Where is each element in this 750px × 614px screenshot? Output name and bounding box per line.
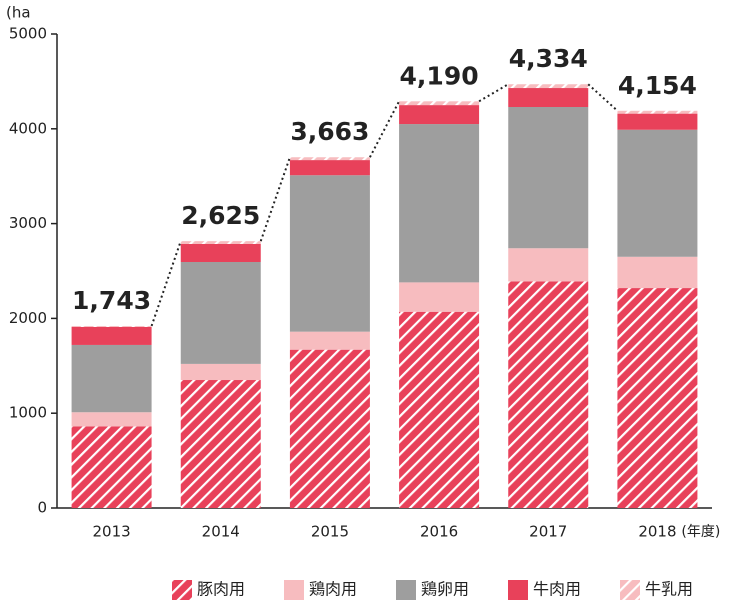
legend-swatch (284, 580, 304, 600)
total-label: 3,663 (290, 117, 369, 146)
y-tick-label: 4000 (9, 119, 47, 137)
bar-segment (71, 344, 152, 413)
connector (478, 83, 509, 103)
legend-label: 鶏卵用 (421, 580, 469, 599)
x-tick-label: 2015 (311, 523, 349, 541)
y-tick-label: 0 (37, 499, 47, 517)
y-tick-label: 1000 (9, 404, 47, 422)
bar-segment (399, 282, 480, 312)
bar-segment (289, 349, 370, 508)
bar-segment (617, 129, 698, 257)
legend-swatch (620, 580, 640, 600)
total-label: 4,154 (618, 71, 697, 100)
bar-segment (289, 331, 370, 350)
y-tick-label: 5000 (9, 25, 47, 43)
bar-segment (508, 248, 589, 282)
bar-segment (180, 243, 261, 262)
legend-swatch (508, 580, 528, 600)
bar-segment (180, 241, 261, 244)
total-label: 4,334 (509, 44, 588, 73)
bar-segment (399, 311, 480, 508)
bar-segment (617, 288, 698, 508)
bar-segment (71, 325, 152, 327)
x-tick-label: 2016 (420, 523, 458, 541)
bar-segment (508, 88, 589, 107)
y-unit: (ha (6, 4, 31, 22)
bar-segment (508, 84, 589, 89)
total-label: 4,190 (400, 61, 479, 90)
bar-segment (399, 101, 480, 106)
bar-segment (617, 113, 698, 130)
bar-segment (71, 326, 152, 345)
legend-swatch (396, 580, 416, 600)
connector (369, 100, 400, 158)
connector (150, 240, 182, 327)
bar-segment (289, 160, 370, 176)
bar-segment (617, 256, 698, 289)
x-tick-label: 2013 (92, 523, 130, 541)
x-tick-label: 2017 (529, 523, 567, 541)
bar-segment (289, 175, 370, 332)
bar-segment (289, 157, 370, 161)
bar-segment (508, 281, 589, 508)
bar-segment (71, 412, 152, 427)
legend-label: 牛乳用 (645, 580, 693, 599)
bar-segment (399, 124, 480, 283)
total-label: 2,625 (181, 201, 260, 230)
legend-label: 牛肉用 (533, 580, 581, 599)
legend-label: 豚肉用 (197, 580, 245, 599)
connector (587, 83, 619, 112)
legend-label: 鶏肉用 (309, 580, 357, 599)
bar-segment (180, 380, 261, 508)
bar-segment (508, 106, 589, 249)
bar-segment (71, 426, 152, 508)
x-tick-label: 2014 (202, 523, 240, 541)
y-tick-label: 3000 (9, 214, 47, 232)
y-tick-label: 2000 (9, 309, 47, 327)
x-tick-label: 2018 (638, 523, 676, 541)
bar-segment (180, 363, 261, 381)
bar-segment (617, 110, 698, 114)
legend-swatch (172, 580, 192, 600)
x-unit: (年度) (681, 524, 720, 540)
bar-segment (180, 261, 261, 364)
total-label: 1,743 (72, 286, 151, 315)
connector (259, 156, 291, 242)
bar-segment (399, 105, 480, 125)
